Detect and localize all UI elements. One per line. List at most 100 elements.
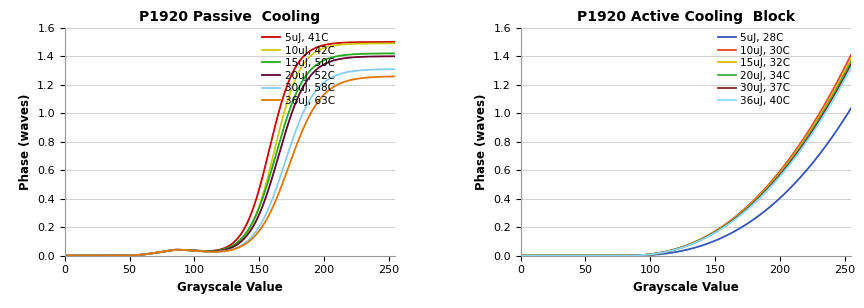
15uJ, 50C	[390, 51, 400, 55]
Line: 36uJ, 40C: 36uJ, 40C	[521, 67, 851, 256]
36uJ, 40C	[675, 246, 685, 250]
Legend: 5uJ, 41C, 10uJ, 42C, 15uJ, 50C, 20uJ, 52C, 30uJ, 58C, 36uJ, 63C: 5uJ, 41C, 10uJ, 42C, 15uJ, 50C, 20uJ, 52…	[262, 33, 334, 106]
30uJ, 37C	[838, 78, 848, 82]
10uJ, 30C	[672, 247, 683, 250]
Line: 5uJ, 41C: 5uJ, 41C	[65, 42, 395, 256]
20uJ, 34C	[846, 60, 856, 64]
Line: 30uJ, 37C: 30uJ, 37C	[521, 65, 851, 256]
30uJ, 58C	[390, 67, 400, 71]
20uJ, 34C	[695, 238, 705, 242]
30uJ, 58C	[330, 74, 340, 77]
5uJ, 28C	[838, 119, 848, 123]
36uJ, 40C	[516, 254, 526, 257]
5uJ, 41C	[390, 40, 400, 44]
15uJ, 50C	[219, 247, 229, 251]
10uJ, 42C	[219, 249, 229, 252]
10uJ, 42C	[390, 42, 400, 45]
20uJ, 34C	[675, 246, 685, 250]
Y-axis label: Phase (waves): Phase (waves)	[474, 94, 487, 190]
10uJ, 42C	[257, 198, 267, 201]
Y-axis label: Phase (waves): Phase (waves)	[19, 94, 32, 190]
30uJ, 58C	[60, 254, 70, 257]
36uJ, 63C	[390, 75, 400, 78]
30uJ, 37C	[516, 254, 526, 257]
X-axis label: Grayscale Value: Grayscale Value	[633, 281, 739, 294]
15uJ, 50C	[217, 248, 227, 252]
36uJ, 63C	[330, 84, 340, 87]
Line: 10uJ, 42C: 10uJ, 42C	[65, 43, 395, 256]
20uJ, 34C	[712, 229, 722, 233]
20uJ, 52C	[330, 58, 340, 62]
30uJ, 37C	[846, 63, 856, 67]
5uJ, 28C	[675, 249, 685, 253]
10uJ, 42C	[217, 249, 227, 253]
10uJ, 30C	[675, 246, 685, 250]
20uJ, 34C	[516, 254, 526, 257]
Line: 20uJ, 52C: 20uJ, 52C	[65, 56, 395, 256]
Line: 36uJ, 63C: 36uJ, 63C	[65, 76, 395, 256]
30uJ, 58C	[257, 221, 267, 225]
Title: P1920 Active Cooling  Block: P1920 Active Cooling Block	[577, 10, 795, 24]
36uJ, 40C	[712, 229, 722, 233]
36uJ, 40C	[838, 81, 848, 84]
10uJ, 30C	[712, 228, 722, 232]
20uJ, 52C	[257, 207, 267, 211]
30uJ, 37C	[712, 229, 722, 233]
5uJ, 41C	[330, 41, 340, 45]
10uJ, 30C	[838, 69, 848, 72]
30uJ, 37C	[786, 159, 797, 163]
5uJ, 28C	[516, 254, 526, 257]
Line: 5uJ, 28C: 5uJ, 28C	[521, 108, 851, 256]
36uJ, 63C	[60, 254, 70, 257]
20uJ, 52C	[219, 248, 229, 252]
5uJ, 41C	[219, 247, 229, 250]
5uJ, 28C	[786, 185, 797, 189]
15uJ, 32C	[838, 73, 848, 76]
Legend: 5uJ, 28C, 10uJ, 30C, 15uJ, 32C, 20uJ, 34C, 30uJ, 37C, 36uJ, 40C: 5uJ, 28C, 10uJ, 30C, 15uJ, 32C, 20uJ, 34…	[717, 33, 791, 106]
36uJ, 63C	[257, 226, 267, 230]
15uJ, 32C	[846, 57, 856, 61]
20uJ, 52C	[238, 237, 249, 241]
15uJ, 32C	[786, 156, 797, 160]
36uJ, 63C	[238, 243, 249, 247]
30uJ, 58C	[217, 249, 227, 253]
20uJ, 34C	[786, 158, 797, 161]
10uJ, 42C	[382, 42, 392, 45]
20uJ, 52C	[217, 249, 227, 252]
15uJ, 32C	[695, 238, 705, 242]
5uJ, 28C	[712, 238, 722, 241]
5uJ, 41C	[382, 40, 392, 44]
X-axis label: Grayscale Value: Grayscale Value	[177, 281, 283, 294]
Line: 20uJ, 34C: 20uJ, 34C	[521, 62, 851, 256]
30uJ, 58C	[238, 242, 249, 246]
5uJ, 41C	[217, 247, 227, 251]
15uJ, 32C	[712, 229, 722, 232]
30uJ, 58C	[382, 67, 392, 71]
5uJ, 28C	[672, 250, 683, 253]
36uJ, 63C	[382, 75, 392, 79]
5uJ, 41C	[60, 254, 70, 257]
15uJ, 50C	[382, 52, 392, 55]
20uJ, 34C	[838, 75, 848, 79]
20uJ, 52C	[60, 254, 70, 257]
20uJ, 34C	[672, 247, 683, 251]
Title: P1920 Passive  Cooling: P1920 Passive Cooling	[139, 10, 321, 24]
30uJ, 37C	[695, 239, 705, 242]
36uJ, 40C	[672, 247, 683, 251]
5uJ, 28C	[846, 106, 856, 110]
Line: 10uJ, 30C: 10uJ, 30C	[521, 55, 851, 256]
15uJ, 50C	[238, 234, 249, 238]
10uJ, 42C	[60, 254, 70, 257]
15uJ, 32C	[672, 247, 683, 250]
36uJ, 63C	[217, 250, 227, 253]
5uJ, 41C	[257, 179, 267, 183]
10uJ, 30C	[516, 254, 526, 257]
10uJ, 42C	[330, 43, 340, 47]
10uJ, 42C	[238, 236, 249, 240]
5uJ, 28C	[695, 245, 705, 248]
20uJ, 52C	[390, 55, 400, 58]
10uJ, 30C	[695, 238, 705, 242]
Line: 15uJ, 50C: 15uJ, 50C	[65, 53, 395, 256]
30uJ, 37C	[672, 247, 683, 251]
36uJ, 40C	[786, 160, 797, 164]
